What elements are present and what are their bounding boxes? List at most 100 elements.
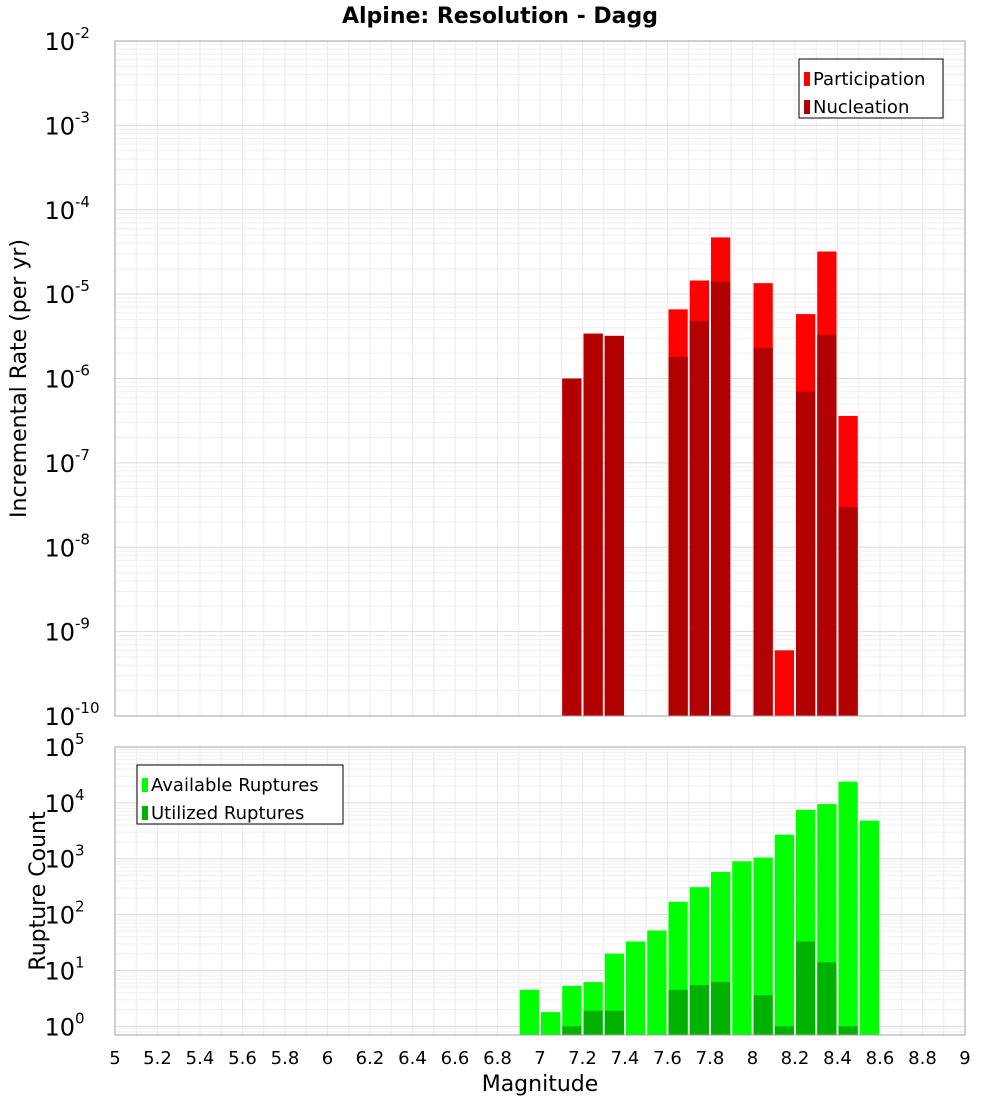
x-tick-label: 5.6 — [228, 1048, 257, 1069]
x-tick-label: 9 — [959, 1048, 970, 1069]
y-tick-exponent: 5 — [75, 730, 85, 748]
bar-available-ruptures — [626, 941, 646, 1035]
x-tick-label: 8.4 — [823, 1048, 852, 1069]
x-tick-label: 6 — [322, 1048, 333, 1069]
bar-available-ruptures — [562, 985, 582, 1035]
bar-utilized-ruptures — [583, 1010, 603, 1035]
y-tick-label: 10 — [44, 1013, 75, 1041]
y-axis-label: Rupture Count — [26, 811, 51, 971]
x-tick-label: 6.2 — [356, 1048, 385, 1069]
legend-label: Utilized Ruptures — [151, 803, 304, 824]
bar-nucleation — [583, 333, 603, 716]
y-tick-label: 10 — [44, 902, 75, 930]
bar-utilized-ruptures — [838, 1026, 858, 1035]
bar-utilized-ruptures — [796, 941, 816, 1035]
x-tick-label: 5 — [109, 1048, 120, 1069]
bar-available-ruptures — [541, 1012, 561, 1035]
bar-nucleation — [796, 391, 816, 716]
y-axis-label: Incremental Rate (per yr) — [7, 239, 32, 518]
x-tick-label: 7.6 — [653, 1048, 682, 1069]
bar-nucleation — [604, 335, 624, 716]
plot-frame — [114, 746, 966, 1036]
y-tick-exponent: -10 — [75, 699, 100, 717]
x-axis-label: Magnitude — [482, 1072, 599, 1097]
y-tick-exponent: -2 — [75, 24, 90, 42]
x-tick-label: 8.8 — [908, 1048, 937, 1069]
x-tick-label: 6.6 — [441, 1048, 470, 1069]
bar-participation — [774, 650, 794, 716]
bar-nucleation — [817, 334, 837, 716]
legend-swatch — [142, 778, 148, 792]
plot-frame — [114, 40, 966, 717]
y-tick-exponent: -4 — [75, 193, 90, 211]
bar-utilized-ruptures — [668, 989, 688, 1035]
bar-utilized-ruptures — [562, 1026, 582, 1035]
y-tick-exponent: -8 — [75, 530, 90, 548]
bar-nucleation — [838, 506, 858, 716]
y-tick-label: 10 — [44, 790, 75, 818]
x-tick-label: 6.8 — [483, 1048, 512, 1069]
chart-title: Alpine: Resolution - Dagg — [342, 4, 658, 29]
y-tick-exponent: -5 — [75, 277, 90, 295]
y-tick-label: 10 — [44, 619, 75, 647]
x-tick-label: 7 — [534, 1048, 545, 1069]
y-tick-label: 10 — [44, 28, 75, 56]
bar-utilized-ruptures — [753, 995, 773, 1035]
y-tick-label: 10 — [44, 534, 75, 562]
y-tick-label: 10 — [44, 450, 75, 478]
legend-swatch — [804, 100, 810, 114]
x-tick-label: 8.2 — [781, 1048, 810, 1069]
legend-box — [798, 58, 944, 119]
x-tick-label: 7.8 — [696, 1048, 725, 1069]
bar-available-ruptures — [732, 861, 752, 1035]
legend-label: Available Ruptures — [151, 775, 319, 796]
y-tick-label: 10 — [44, 197, 75, 225]
bar-nucleation — [562, 378, 582, 716]
bar-available-ruptures — [838, 781, 858, 1035]
bar-utilized-ruptures — [817, 962, 837, 1035]
legend-label: Nucleation — [813, 97, 909, 118]
x-tick-label: 6.4 — [398, 1048, 427, 1069]
y-tick-label: 10 — [44, 846, 75, 874]
x-tick-label: 5.8 — [271, 1048, 300, 1069]
y-tick-label: 10 — [44, 734, 75, 762]
x-tick-label: 7.2 — [568, 1048, 597, 1069]
y-tick-exponent: 3 — [75, 842, 85, 860]
y-tick-label: 10 — [44, 957, 75, 985]
bar-nucleation — [668, 356, 688, 716]
bar-available-ruptures — [647, 930, 667, 1035]
legend-box — [136, 764, 344, 825]
x-tick-label: 7.4 — [611, 1048, 640, 1069]
x-tick-label: 8.6 — [866, 1048, 895, 1069]
y-tick-exponent: 4 — [75, 786, 85, 804]
bar-utilized-ruptures — [711, 982, 731, 1035]
x-tick-label: 5.2 — [143, 1048, 172, 1069]
y-tick-label: 10 — [44, 281, 75, 309]
bar-available-ruptures — [519, 989, 539, 1035]
y-tick-exponent: -7 — [75, 446, 90, 464]
bar-utilized-ruptures — [689, 984, 709, 1035]
y-tick-exponent: 0 — [75, 1009, 85, 1027]
y-tick-label: 10 — [44, 366, 75, 394]
bar-utilized-ruptures — [604, 1010, 624, 1035]
bar-available-ruptures — [859, 820, 879, 1035]
x-tick-label: 8 — [747, 1048, 758, 1069]
y-tick-exponent: 1 — [75, 953, 85, 971]
bar-utilized-ruptures — [774, 1026, 794, 1035]
y-tick-label: 10 — [44, 703, 75, 731]
y-tick-exponent: -9 — [75, 615, 90, 633]
bar-nucleation — [753, 347, 773, 716]
bar-available-ruptures — [753, 857, 773, 1035]
y-tick-exponent: -6 — [75, 362, 90, 380]
bar-nucleation — [689, 321, 709, 716]
legend-label: Participation — [813, 69, 925, 90]
legend-swatch — [142, 806, 148, 820]
legend-swatch — [804, 72, 810, 86]
y-tick-exponent: -3 — [75, 108, 90, 126]
x-tick-label: 5.4 — [186, 1048, 215, 1069]
y-tick-label: 10 — [44, 112, 75, 140]
bar-available-ruptures — [774, 834, 794, 1035]
